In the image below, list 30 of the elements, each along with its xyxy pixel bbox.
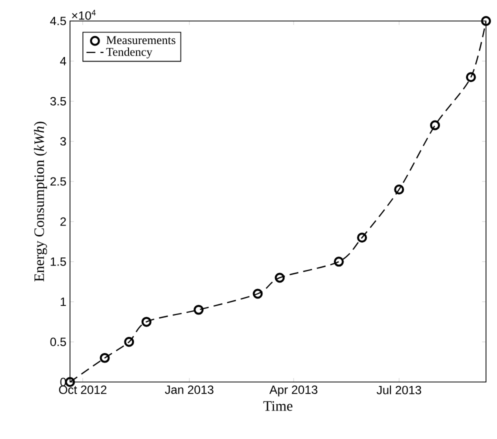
y-tick-label: 3.5	[50, 96, 66, 106]
y-tick-label: 3	[60, 137, 66, 146]
y-tick-label: 0.5	[50, 338, 66, 346]
point	[357, 232, 367, 243]
y-tick-label: 1	[60, 298, 66, 306]
point	[274, 272, 285, 283]
point	[141, 316, 152, 327]
x-tick-label: Jul 2013	[376, 386, 422, 394]
y-tick-label: 4	[60, 57, 66, 66]
point	[430, 120, 440, 130]
point	[252, 288, 263, 299]
point	[194, 304, 204, 315]
y-tick-label: 1.5	[50, 258, 66, 266]
x-axis-title: Time	[263, 401, 292, 411]
y-tick-label: 4.5	[50, 16, 66, 26]
y-axis-title: Energy Consumption (kWh)	[34, 122, 48, 282]
point	[481, 16, 491, 26]
text: ×10$^{4}$	[72, 10, 96, 20]
x-tick-label: Oct 2012	[59, 386, 106, 394]
x-tick-label: Apr 2013	[269, 386, 318, 396]
point	[334, 256, 344, 267]
point	[466, 72, 476, 82]
legend-label: Measurements	[106, 36, 176, 44]
y-tick-label: 2.5	[50, 177, 66, 186]
legend-label: Tendency	[106, 48, 152, 58]
point	[100, 352, 110, 363]
x-tick-label: Jan 2013	[164, 386, 214, 394]
y-tick-label: 2	[60, 217, 66, 226]
point	[394, 184, 404, 194]
point	[124, 336, 134, 347]
